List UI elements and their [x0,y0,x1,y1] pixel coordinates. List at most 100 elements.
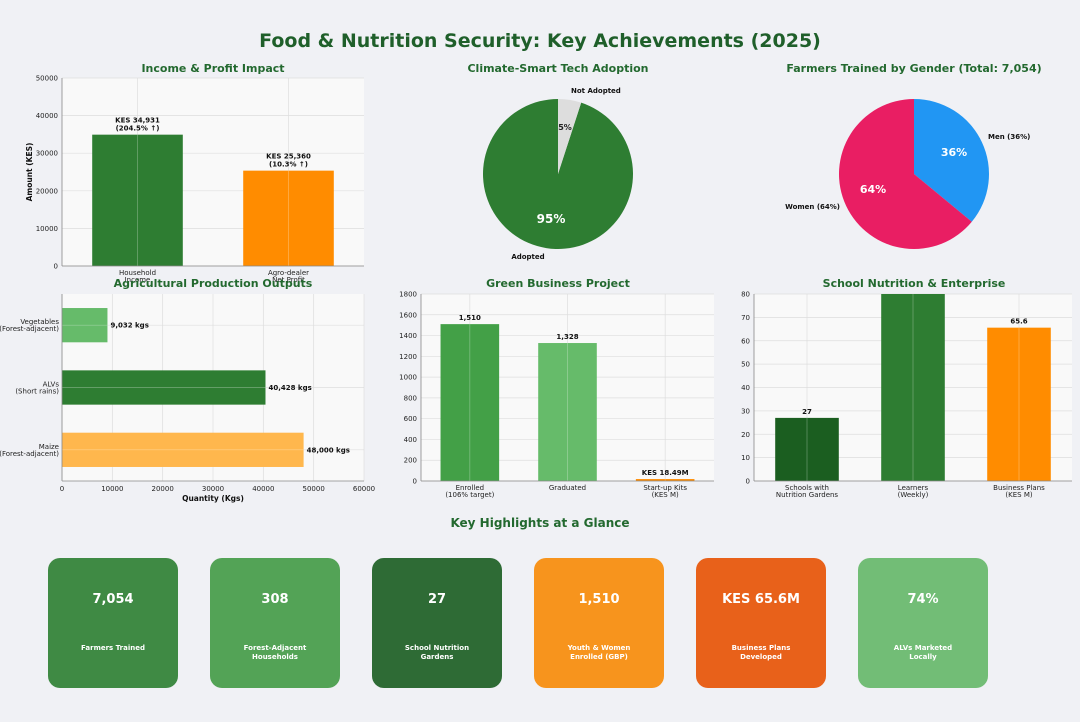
x-tick-label: Learners (Weekly) [898,484,929,499]
y-tick-label: 40 [741,384,750,392]
y-tick-label: 20000 [36,187,58,195]
data-label: KES 18.49M [642,469,689,477]
x-tick-label: 0 [60,485,64,493]
highlight-label: Farmers Trained [81,644,145,652]
highlight-card: 308 Forest-Adjacent Households [210,558,340,688]
y-tick-label: 10000 [36,225,58,233]
highlight-card: 7,054 Farmers Trained [48,558,178,688]
bar [775,417,839,481]
chart-title: Income & Profit Impact [141,62,284,75]
x-tick-label: 50000 [303,485,325,493]
slice-percent: 36% [941,146,967,159]
highlight-value: 1,510 [578,592,620,607]
y-tick-label: 1600 [399,311,417,319]
highlight-card: 74% ALVs Marketed Locally [858,558,988,688]
x-tick-label: 60000 [353,485,375,493]
y-tick-label: Maize (Forest-adjacent) [0,443,59,458]
x-tick-label: 40000 [252,485,274,493]
data-label: 9,032 kgs [110,322,148,330]
highlight-card: 27 School Nutrition Gardens [372,558,502,688]
bar [243,170,334,266]
chart-title: School Nutrition & Enterprise [823,277,1006,290]
y-axis-label: Amount (KES) [25,143,34,202]
x-tick-label: 20000 [152,485,174,493]
highlight-label: ALVs Marketed Locally [893,644,953,661]
y-tick-label: 30000 [36,150,58,158]
bar [635,479,695,481]
y-tick-label: 50 [741,361,750,369]
y-tick-label: 1200 [399,353,417,361]
chart-title: Climate-Smart Tech Adoption [467,62,648,75]
data-label: KES 34,931 (204.5% ↑) [115,117,160,133]
highlight-card: 1,510 Youth & Women Enrolled (GBP) [534,558,664,688]
bar [92,134,183,266]
chart-title: Farmers Trained by Gender (Total: 7,054) [786,62,1041,75]
y-tick-label: 1800 [399,291,417,299]
highlight-value: 74% [907,592,939,607]
page-title: Food & Nutrition Security: Key Achieveme… [259,30,821,52]
highlight-label: Business Plans Developed [731,644,791,661]
chart-title: Agricultural Production Outputs [114,277,313,290]
y-tick-label: 60 [741,337,750,345]
chart-title: Green Business Project [486,277,630,290]
y-tick-label: 20 [741,431,750,439]
highlight-value: 27 [427,592,447,607]
bar [881,294,945,481]
x-tick-label: Household Income [119,269,156,284]
x-tick-label: Start-up Kits (KES M) [643,484,687,499]
y-tick-label: 70 [741,314,750,322]
slice-label: Women (64%) [785,203,840,211]
x-tick-label: Schools with Nutrition Gardens [776,484,839,499]
x-tick-label: 10000 [101,485,123,493]
data-label: 27 [802,408,812,416]
x-tick-label: Agro-dealer Net Profit [268,269,309,284]
bar [62,308,108,343]
y-tick-label: 400 [404,436,417,444]
data-label: KES 25,360 (10.3% ↑) [266,153,311,169]
y-tick-label: 10 [741,454,750,462]
y-tick-label: 600 [404,415,417,423]
bar [538,343,597,481]
bar [987,327,1051,481]
highlights-title: Key Highlights at a Glance [450,516,630,530]
data-label: 40,428 kgs [268,384,311,392]
data-label: 65.6 [1010,318,1027,326]
highlight-value: 308 [261,592,289,607]
slice-percent: 95% [537,212,566,226]
slice-label: Adopted [511,253,544,261]
y-tick-label: 50000 [36,75,58,83]
x-axis-label: Quantity (Kgs) [182,494,244,503]
y-tick-label: 800 [404,394,417,402]
slice-label: Not Adopted [571,87,621,95]
bar [440,324,500,481]
y-tick-label: 30 [741,407,750,415]
highlight-label: Youth & Women Enrolled (GBP) [567,644,631,661]
highlight-value: KES 65.6M [722,592,800,607]
highlight-value: 7,054 [92,592,134,607]
highlight-card: KES 65.6M Business Plans Developed [696,558,826,688]
slice-label: Men (36%) [988,133,1030,141]
highlight-label: Forest-Adjacent Households [243,644,307,661]
slice-percent: 5% [558,123,572,132]
y-tick-label: 1400 [399,332,417,340]
y-tick-label: 0 [746,478,750,486]
y-tick-label: 40000 [36,112,58,120]
data-label: 1,328 [556,333,578,341]
pie-slice [839,99,972,249]
x-tick-label: 30000 [202,485,224,493]
data-label: 48,000 kgs [307,446,350,454]
y-tick-label: 1000 [399,374,417,382]
data-label: 1,510 [459,314,481,322]
slice-percent: 64% [860,183,886,196]
pie-slice [558,99,582,174]
y-tick-label: 0 [54,263,58,271]
y-tick-label: Vegetables (Forest-adjacent) [0,318,59,333]
x-tick-label: Enrolled (106% target) [445,484,494,499]
y-tick-label: 0 [413,478,417,486]
bar [62,432,304,467]
highlight-label: School Nutrition Gardens [404,644,470,661]
pie-slice [914,99,989,222]
x-tick-label: Business Plans (KES M) [993,484,1045,499]
y-tick-label: ALVs (Short rains) [15,381,59,396]
